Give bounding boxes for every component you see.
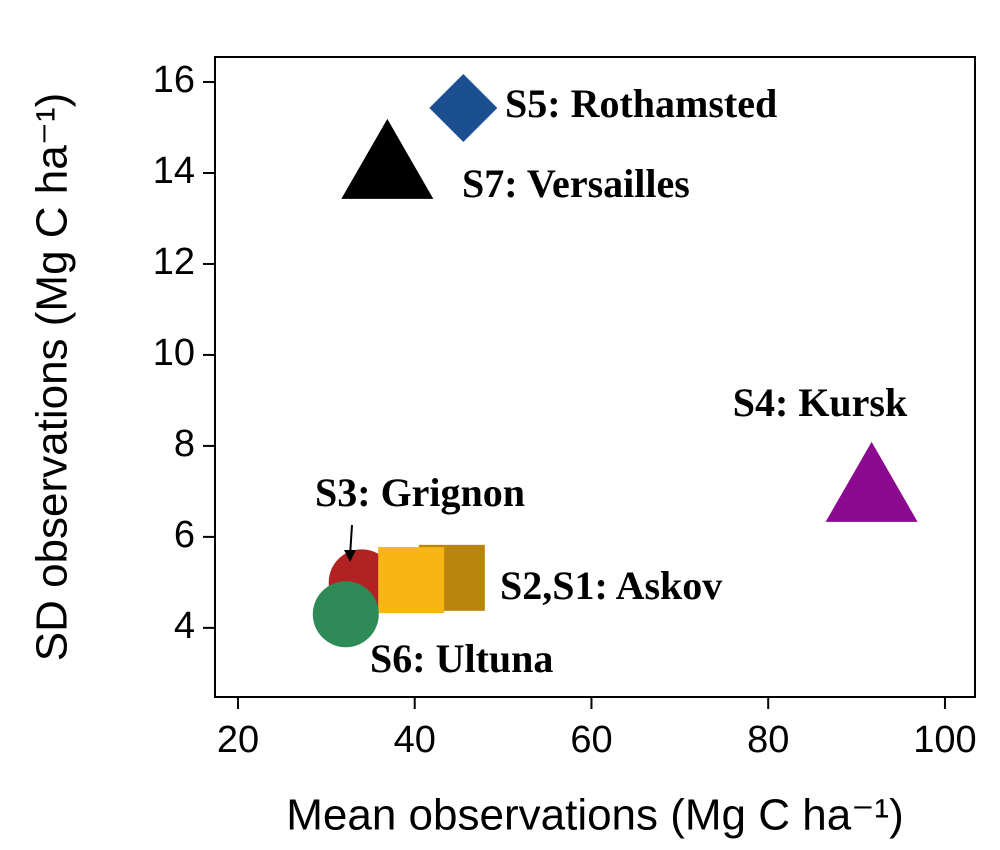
x-tick-label: 80: [747, 719, 789, 761]
x-tick-label: 20: [217, 719, 259, 761]
point: [429, 73, 498, 142]
x-tick-label: 60: [570, 719, 612, 761]
plot-frame: [214, 56, 976, 698]
x-axis-title: Mean observations (Mg C ha⁻¹): [286, 791, 903, 840]
point-label: S6: Ultuna: [370, 636, 553, 681]
arrow-head: [344, 550, 356, 562]
point: [341, 118, 434, 199]
point: [378, 547, 445, 614]
y-tick-label: 16: [153, 59, 195, 101]
point: [312, 581, 379, 648]
x-tick-label: 100: [913, 719, 976, 761]
point-label: S3: Grignon: [315, 470, 525, 515]
y-tick-label: 10: [153, 332, 195, 374]
y-tick-label: 12: [153, 241, 195, 283]
point-label: S4: Kursk: [733, 380, 908, 425]
point-label: S2,S1: Askov: [500, 563, 722, 608]
marks: [312, 73, 918, 648]
y-tick-label: 4: [174, 605, 195, 647]
x-tick-label: 40: [394, 719, 436, 761]
y-axis-title: SD observations (Mg C ha⁻¹): [28, 93, 77, 662]
point-label: S7: Versailles: [462, 161, 690, 206]
y-tick-label: 8: [174, 423, 195, 465]
y-tick-label: 6: [174, 514, 195, 556]
point-label: S5: Rothamsted: [505, 81, 777, 126]
y-tick-label: 14: [153, 150, 195, 192]
point: [825, 441, 918, 522]
